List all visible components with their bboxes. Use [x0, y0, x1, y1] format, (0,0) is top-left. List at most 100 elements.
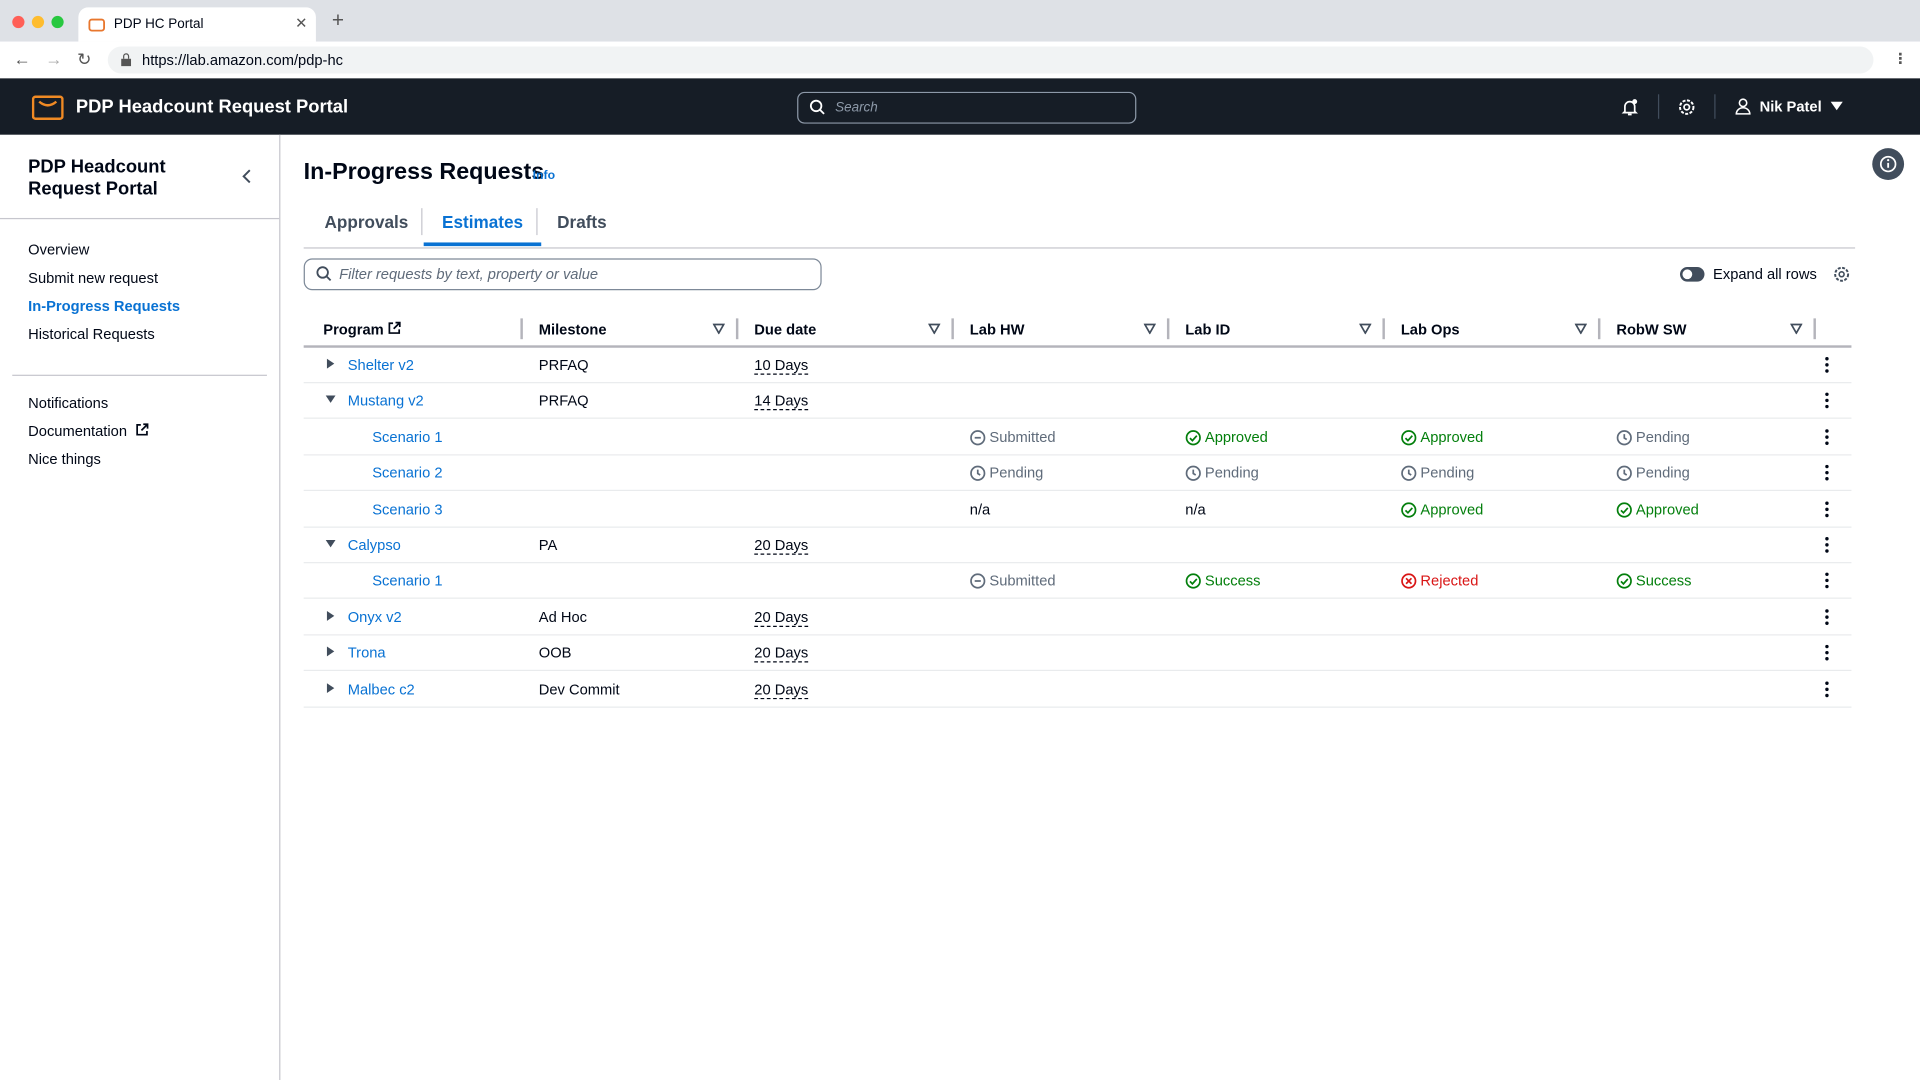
close-dot[interactable]: [12, 15, 25, 29]
row-border: [303, 634, 1852, 636]
due-date: 14 Days: [754, 392, 809, 411]
status: Success: [1635, 572, 1692, 590]
expand-toggle[interactable]: [324, 394, 336, 406]
notifications-button[interactable]: [1621, 98, 1638, 116]
row-actions[interactable]: [1822, 572, 1832, 589]
column-separator: [735, 318, 739, 340]
tab[interactable]: Approvals: [324, 211, 409, 232]
column-separator: [1382, 318, 1385, 340]
expand-toggle[interactable]: [324, 682, 336, 694]
expand-toggle[interactable]: [324, 646, 336, 658]
program-link[interactable]: Scenario 1: [372, 428, 443, 446]
info-link[interactable]: Info: [532, 168, 556, 183]
column-header[interactable]: Milestone: [538, 320, 607, 338]
external-link-icon[interactable]: [135, 422, 150, 437]
row-actions[interactable]: [1822, 464, 1832, 481]
icon-circle: [1185, 429, 1201, 446]
due-date: 20 Days: [754, 608, 809, 627]
nav-link[interactable]: Historical Requests: [28, 325, 155, 343]
row-actions[interactable]: [1822, 428, 1832, 445]
program-link[interactable]: Trona: [347, 644, 386, 662]
nav-link[interactable]: Nice things: [28, 450, 101, 468]
browser-menu[interactable]: ⋮: [1893, 50, 1908, 68]
new-tab[interactable]: +: [331, 8, 345, 32]
nav-link[interactable]: In-Progress Requests: [28, 297, 181, 315]
program-link[interactable]: Calypso: [347, 536, 401, 554]
program-link[interactable]: Scenario 1: [372, 572, 443, 590]
table-settings[interactable]: [1833, 266, 1850, 283]
search-box[interactable]: [797, 91, 1137, 124]
column-header[interactable]: Lab Ops: [1400, 320, 1460, 338]
back-button[interactable]: ←: [13, 48, 31, 69]
nav-link[interactable]: Notifications: [28, 394, 109, 412]
icon-glyph: [1404, 506, 1413, 514]
info-panel-button[interactable]: [1871, 147, 1905, 181]
dot: [1825, 537, 1829, 541]
expand-toggle[interactable]: [324, 358, 336, 370]
reload-button[interactable]: ↻: [77, 48, 92, 69]
max-dot[interactable]: [51, 15, 64, 29]
tab[interactable]: Drafts: [557, 211, 607, 232]
user-menu[interactable]: Nik Patel: [1759, 97, 1822, 116]
program-link[interactable]: Shelter v2: [347, 356, 414, 374]
caret: [326, 610, 335, 621]
filter-input[interactable]: [303, 258, 822, 291]
row-actions[interactable]: [1822, 536, 1832, 553]
external-link-icon[interactable]: [387, 321, 402, 336]
dot: [1825, 687, 1829, 691]
program-link[interactable]: Scenario 3: [372, 500, 443, 518]
dot: [1825, 657, 1829, 661]
column-filter[interactable]: [1143, 323, 1156, 335]
program-link[interactable]: Scenario 2: [372, 464, 443, 482]
tab-close[interactable]: ✕: [295, 14, 308, 32]
collapse-sidebar[interactable]: [241, 169, 253, 184]
status-icon: [970, 573, 986, 590]
min-dot[interactable]: [31, 15, 45, 29]
status-icon: [970, 465, 986, 482]
address-bar[interactable]: [107, 46, 1874, 74]
app-title[interactable]: PDP Headcount Request Portal: [75, 96, 349, 118]
column-filter[interactable]: [712, 323, 725, 335]
nav-link[interactable]: Overview: [28, 241, 90, 259]
program-link[interactable]: Mustang v2: [347, 392, 424, 410]
row-actions[interactable]: [1822, 644, 1832, 661]
column-header[interactable]: RobW SW: [1616, 320, 1687, 338]
expand-toggle[interactable]: [324, 538, 336, 550]
row-border: [303, 382, 1852, 384]
column-header[interactable]: Program: [323, 320, 384, 338]
row-actions[interactable]: [1822, 356, 1832, 373]
tab[interactable]: Estimates: [442, 211, 524, 232]
program-link[interactable]: Malbec c2: [347, 680, 415, 698]
program-link[interactable]: Onyx v2: [347, 608, 402, 626]
settings-button[interactable]: [1678, 98, 1696, 116]
row-actions[interactable]: [1822, 392, 1832, 409]
column-filter[interactable]: [1359, 323, 1372, 335]
nav-link[interactable]: Documentation: [28, 422, 128, 440]
expand-toggle[interactable]: [1680, 266, 1705, 282]
icon-circle: [1185, 465, 1201, 482]
column-header[interactable]: Due date: [754, 320, 817, 338]
filter-triangle: [712, 323, 725, 335]
filter-triangle: [928, 323, 941, 335]
nav-link[interactable]: Submit new request: [28, 269, 159, 287]
column-header[interactable]: Lab ID: [1185, 320, 1231, 338]
row-actions[interactable]: [1822, 500, 1832, 517]
column-filter[interactable]: [1574, 323, 1587, 335]
tab[interactable]: [78, 7, 316, 42]
column-filter[interactable]: [928, 323, 941, 335]
caret: [325, 395, 336, 404]
header-border: [303, 345, 1852, 348]
dot: [1825, 471, 1829, 475]
caret: [326, 682, 335, 693]
logo[interactable]: [31, 92, 64, 121]
column-filter[interactable]: [1790, 323, 1803, 335]
column-header[interactable]: Lab HW: [969, 320, 1025, 338]
row-actions[interactable]: [1822, 680, 1832, 697]
icon-circle: [970, 573, 986, 590]
column-separator: [1166, 318, 1170, 340]
forward-button[interactable]: →: [45, 48, 63, 69]
expand-toggle[interactable]: [324, 610, 336, 622]
dot: [1825, 573, 1829, 577]
row-actions[interactable]: [1822, 608, 1832, 625]
